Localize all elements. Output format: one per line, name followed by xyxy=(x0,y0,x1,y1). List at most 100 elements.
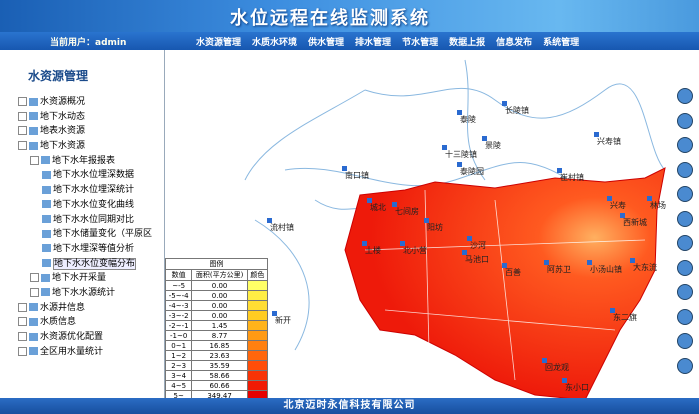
expander[interactable] xyxy=(30,273,39,283)
node-label[interactable]: 水资源概况 xyxy=(40,97,86,107)
place-marker[interactable] xyxy=(467,236,472,241)
tree-node[interactable]: 地下水水源统计 xyxy=(18,286,152,301)
node-label[interactable]: 水资源优化配置 xyxy=(40,332,104,342)
expander[interactable] xyxy=(30,287,39,297)
place-marker[interactable] xyxy=(342,166,347,171)
place-marker[interactable] xyxy=(594,132,599,137)
place-marker[interactable] xyxy=(620,213,625,218)
legend-range: -2~-1 xyxy=(164,320,193,331)
tree-node[interactable]: 地下水资源 xyxy=(18,139,152,154)
tool-button[interactable] xyxy=(677,284,693,300)
node-label[interactable]: 水质信息 xyxy=(40,317,77,328)
tool-button[interactable] xyxy=(677,88,693,104)
tool-button[interactable] xyxy=(677,308,693,325)
tree-node[interactable]: 水质信息 xyxy=(18,315,152,330)
expander[interactable] xyxy=(18,332,27,341)
place-marker[interactable] xyxy=(630,258,635,263)
tree-node[interactable]: 全区用水量统计 xyxy=(18,345,152,360)
place-marker[interactable] xyxy=(482,136,487,141)
place-marker[interactable] xyxy=(442,145,447,150)
legend-header: 数值 xyxy=(164,269,193,281)
node-label[interactable]: 地下水动态 xyxy=(40,111,86,122)
tree-node[interactable]: 地下水水位变化曲线 xyxy=(18,198,152,213)
place-marker[interactable] xyxy=(647,196,652,201)
tool-button[interactable] xyxy=(677,259,693,276)
tree-node[interactable]: 地下水水位埋深统计 xyxy=(18,183,152,198)
place-marker[interactable] xyxy=(502,101,507,106)
tool-button[interactable] xyxy=(677,357,693,374)
tree-node[interactable]: 地表水资源 xyxy=(18,124,152,139)
tree-node[interactable]: 地下水水位变幅分布 xyxy=(18,257,152,272)
node-label[interactable]: 地下水水源统计 xyxy=(52,287,116,298)
tree-node[interactable]: 地下水水位埋深数据 xyxy=(18,168,152,183)
place-marker[interactable] xyxy=(607,196,612,201)
tool-button[interactable] xyxy=(677,186,693,202)
nav-item[interactable]: 水质水环境 xyxy=(252,38,298,48)
tree-node[interactable]: 地下水埋深等值分析 xyxy=(18,242,152,257)
expander[interactable] xyxy=(30,155,39,165)
node-label[interactable]: 地下水年报报表 xyxy=(52,155,116,166)
node-label[interactable]: 地下水水位同期对比 xyxy=(53,214,135,225)
tree-node[interactable]: 地下水动态 xyxy=(18,110,152,125)
place-marker[interactable] xyxy=(267,218,272,223)
place-marker[interactable] xyxy=(587,260,592,265)
place-marker[interactable] xyxy=(457,110,462,115)
expander[interactable] xyxy=(18,141,27,151)
node-label[interactable]: 地下水水位埋深统计 xyxy=(53,185,135,196)
tree-node[interactable]: 地下水开采量 xyxy=(18,271,152,286)
place-marker[interactable] xyxy=(367,198,372,203)
nav-item[interactable]: 排水管理 xyxy=(355,38,392,48)
tree-node[interactable]: 地下水储量变化（平原区 xyxy=(18,227,152,242)
node-label[interactable]: 地下水储量变化（平原区 xyxy=(53,229,153,240)
nav-item[interactable]: 系统管理 xyxy=(543,38,580,48)
tool-button[interactable] xyxy=(677,112,693,129)
tool-button[interactable] xyxy=(677,137,693,153)
place-marker[interactable] xyxy=(362,241,367,246)
nav-item[interactable]: 信息发布 xyxy=(496,38,533,48)
tree-node[interactable]: 地下水年报报表 xyxy=(18,154,152,169)
place-marker[interactable] xyxy=(457,162,462,167)
legend-row: -4~-3 0.00 xyxy=(164,300,269,311)
place-marker[interactable] xyxy=(392,202,397,207)
place-marker[interactable] xyxy=(542,358,547,363)
place-marker[interactable] xyxy=(462,250,467,255)
node-label[interactable]: 地下水水位变幅分布 xyxy=(53,257,137,270)
expander[interactable] xyxy=(18,317,27,327)
node-label[interactable]: 水源井信息 xyxy=(40,302,86,313)
place-marker[interactable] xyxy=(562,378,567,383)
expander[interactable] xyxy=(18,111,27,121)
node-label[interactable]: 全区用水量统计 xyxy=(40,346,104,357)
tool-button[interactable] xyxy=(677,333,693,349)
node-label[interactable]: 地下水开采量 xyxy=(52,273,107,284)
expander[interactable] xyxy=(18,126,27,136)
node-label[interactable]: 地下水埋深等值分析 xyxy=(53,243,135,254)
node-label[interactable]: 地下水水位变化曲线 xyxy=(53,199,135,210)
place-marker[interactable] xyxy=(424,218,429,223)
tool-button[interactable] xyxy=(677,235,693,251)
tree-node[interactable]: 水资源优化配置 xyxy=(18,330,152,345)
place-marker[interactable] xyxy=(544,260,549,265)
tree-node[interactable]: 水源井信息 xyxy=(18,301,152,316)
place-marker[interactable] xyxy=(400,241,405,246)
nav-item[interactable]: 供水管理 xyxy=(308,38,345,48)
place-marker[interactable] xyxy=(557,168,562,173)
legend-area: 23.63 xyxy=(191,350,248,361)
node-label[interactable]: 地表水资源 xyxy=(40,126,86,137)
expander[interactable] xyxy=(18,302,27,312)
node-label[interactable]: 地下水水位埋深数据 xyxy=(53,170,135,181)
expander[interactable] xyxy=(18,346,27,356)
nav-item[interactable]: 节水管理 xyxy=(402,38,439,48)
node-label[interactable]: 地下水资源 xyxy=(40,141,86,152)
place-marker[interactable] xyxy=(272,311,277,316)
tool-button[interactable] xyxy=(677,210,693,227)
tree-node[interactable]: 水资源概况 xyxy=(18,95,152,110)
nav-item[interactable]: 水资源管理 xyxy=(196,38,242,48)
place-marker[interactable] xyxy=(502,263,507,268)
expander[interactable] xyxy=(18,97,27,106)
tree-node[interactable]: 地下水水位同期对比 xyxy=(18,213,152,228)
place-marker[interactable] xyxy=(610,308,615,313)
tool-button[interactable] xyxy=(677,161,693,178)
node-icon xyxy=(29,126,38,135)
nav-item[interactable]: 数据上报 xyxy=(449,38,486,48)
